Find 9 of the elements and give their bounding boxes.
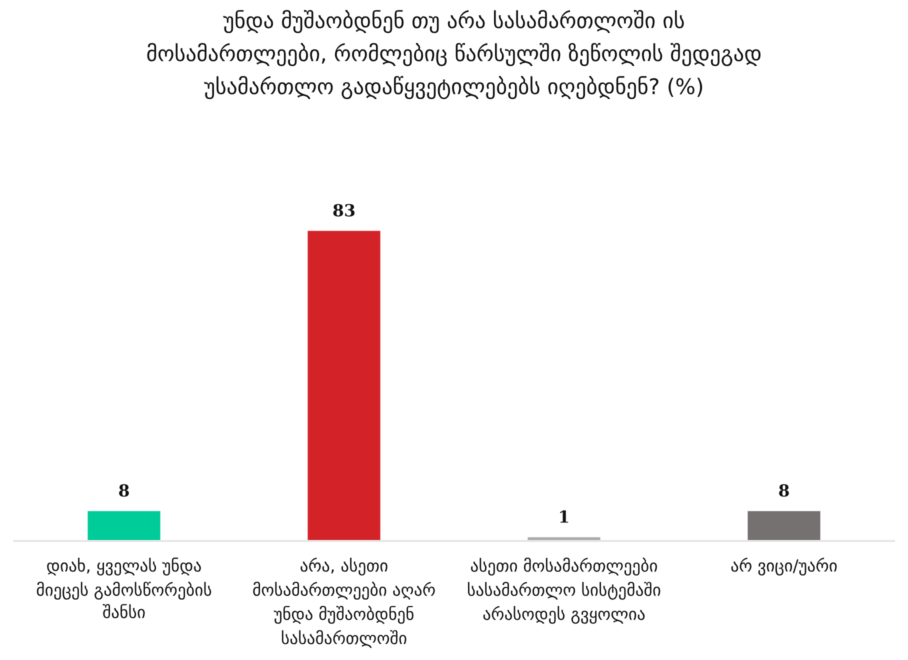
x-tick-label: არ ვიცი/უარი: [731, 558, 837, 576]
x-tick-label: დიახ, ყველას უნდა მიეცეს გამოსწორების შანსი: [36, 558, 212, 618]
data-label: 83: [333, 204, 355, 217]
data-label: 8: [119, 484, 129, 497]
data-label: 1: [560, 510, 568, 523]
x-tick-label: ასეთი მოსამართლეები სასამართლო სისტემაში არასოდეს გვყოლია: [468, 558, 660, 624]
data-label: 8: [779, 484, 789, 497]
chart-title: უნდა მუშაობდნენ თუ არა სასამართლოში ის მოსამართლეები, რომლებიც წარსულში ზეწოლის შედეგად უსამართლო გადაწყვეტილებებს იღებდნენ? (%): [147, 10, 761, 100]
x-tick-label: არა, ასეთი მოსამართლეები აღარ უნდა მუშაობდნენ სასამართლოში: [253, 558, 435, 648]
